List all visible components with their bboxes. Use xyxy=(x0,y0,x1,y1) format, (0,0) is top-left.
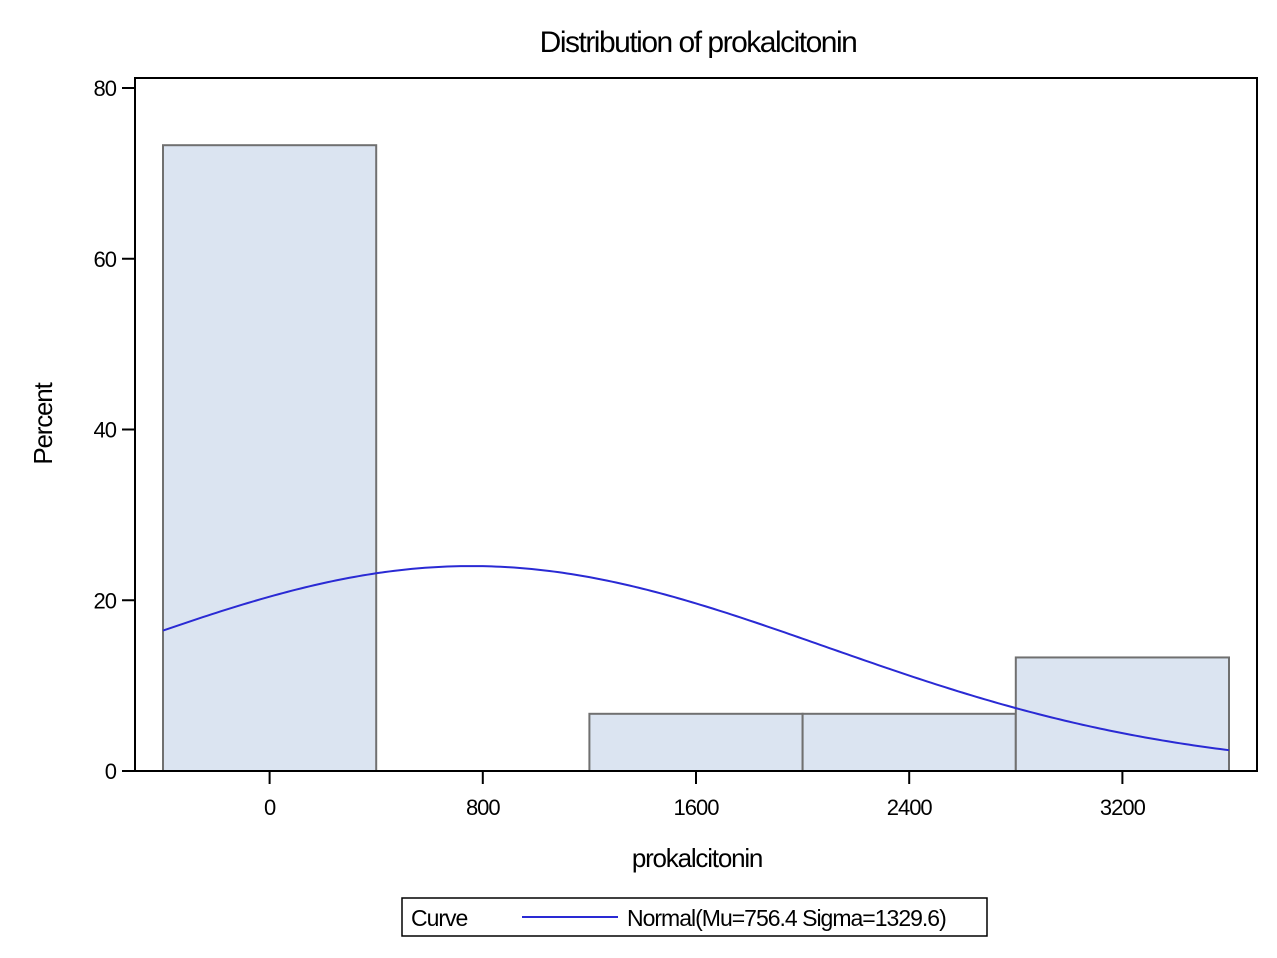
legend-title: Curve xyxy=(411,905,468,931)
histogram-bar-4 xyxy=(1014,656,1230,772)
histogram-bars xyxy=(162,144,1230,773)
legend-box xyxy=(401,897,988,937)
y-axis-ticks: 0 20 40 60 80 xyxy=(94,76,135,784)
histogram-bar-3 xyxy=(801,712,1017,773)
x-axis-ticks: 0 800 1600 2400 3200 xyxy=(264,771,1147,820)
x-tick-label: 0 xyxy=(264,795,276,820)
chart-title: Distribution of prokalcitonin xyxy=(540,26,857,59)
legend-entry: Normal(Mu=756.4 Sigma=1329.6) xyxy=(627,905,946,931)
y-tick-label: 0 xyxy=(105,759,117,784)
y-tick-label: 80 xyxy=(94,76,117,101)
histogram-bar-1 xyxy=(162,144,378,773)
normal-curve xyxy=(162,565,1230,752)
y-tick-label: 40 xyxy=(94,418,117,443)
x-tick-label: 2400 xyxy=(887,795,933,820)
y-tick-label: 60 xyxy=(94,247,117,272)
y-axis-label: Percent xyxy=(28,381,58,464)
x-tick-label: 800 xyxy=(466,795,500,820)
x-tick-label: 3200 xyxy=(1100,795,1146,820)
x-tick-label: 1600 xyxy=(674,795,720,820)
histogram-bar-2 xyxy=(588,712,804,773)
legend: Curve Normal(Mu=756.4 Sigma=1329.6) xyxy=(401,897,988,937)
x-axis-label: prokalcitonin xyxy=(632,843,762,873)
y-tick-label: 20 xyxy=(94,588,117,613)
